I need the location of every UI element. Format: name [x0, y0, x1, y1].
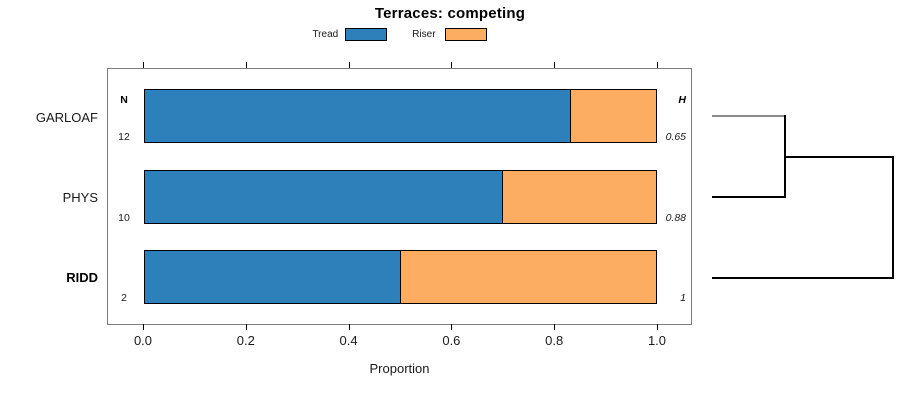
x-tick-label: 0.6: [442, 333, 461, 348]
legend: Tread Riser: [107, 25, 692, 43]
x-tick-label: 0.0: [133, 333, 153, 348]
top-tick-0.8: [554, 62, 556, 68]
legend-swatch-riser: [444, 27, 487, 41]
bar-ridd: [144, 250, 657, 304]
h-column-header: H: [678, 94, 686, 106]
legend-swatch-tread: [345, 27, 388, 41]
n-value-garloaf: 12: [118, 131, 130, 143]
plot-area: N 12 10 2 H 0.65 0.88 1: [107, 68, 692, 325]
x-tick-label: 0.2: [236, 333, 255, 348]
top-tick-0.4: [348, 62, 350, 68]
h-value-garloaf: 0.65: [665, 131, 686, 143]
top-tick-1.0: [657, 62, 658, 68]
h-value-ridd: 1: [680, 292, 686, 304]
dendrogram-leaf-phys-line: [712, 196, 785, 198]
bottom-tick-0.0: [143, 324, 144, 330]
x-tick-label: 1.0: [647, 333, 667, 348]
bar-garloaf-tread-segment: [145, 90, 571, 142]
bottom-tick-0.6: [451, 324, 453, 330]
bar-ridd-tread-segment: [145, 251, 401, 303]
bottom-tick-0.4: [348, 324, 350, 330]
n-value-phys: 10: [118, 212, 130, 224]
bar-phys: [144, 170, 657, 224]
x-tick-label: 0.8: [545, 333, 564, 348]
category-label-garloaf: GARLOAF: [35, 110, 98, 125]
x-axis-title: Proportion: [369, 361, 430, 376]
dendrogram-leaf-ridd-line: [712, 277, 894, 279]
bottom-tick-1.0: [657, 324, 658, 330]
n-value-ridd: 2: [121, 292, 127, 304]
dendrogram-merge1-to-merge2-line: [784, 156, 894, 158]
bar-garloaf: [144, 89, 657, 143]
bottom-tick-0.2: [245, 324, 247, 330]
top-tick-0.2: [245, 62, 247, 68]
top-tick-0.6: [451, 62, 453, 68]
n-column-header: N: [120, 94, 128, 106]
top-tick-0.0: [143, 62, 144, 68]
bar-phys-tread-segment: [145, 171, 503, 223]
category-label-ridd: RIDD: [66, 270, 98, 285]
x-tick-label: 0.4: [339, 333, 358, 348]
legend-label-tread: Tread: [312, 28, 339, 40]
h-value-phys: 0.88: [665, 212, 686, 224]
category-label-phys: PHYS: [62, 190, 98, 205]
dendrogram-merge2-vertical-line: [892, 156, 894, 279]
bottom-tick-0.8: [554, 324, 556, 330]
dendrogram-leaf-garloaf-line: [712, 115, 785, 117]
legend-label-riser: Riser: [412, 28, 436, 40]
chart-title: Terraces: competing: [374, 5, 526, 22]
